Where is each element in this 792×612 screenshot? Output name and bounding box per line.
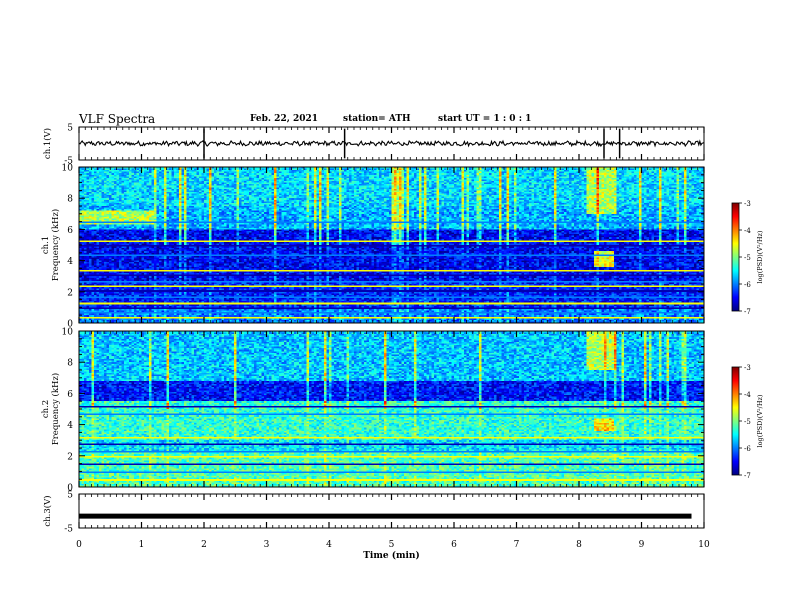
x-tick-label: 1: [139, 540, 145, 550]
ch1-waveform-line: [78, 139, 705, 148]
colorbar-ch2: [731, 366, 740, 476]
colorbar-tick-label: -4: [744, 391, 751, 399]
spectrogram-image-ch2: [79, 331, 704, 487]
colorbar-tick-label: -5: [744, 418, 751, 426]
y-axis-label: ch.2Frequency (kHz): [41, 373, 61, 445]
y-tick-label: 0: [67, 320, 73, 330]
y-tick-label: -5: [64, 157, 73, 167]
y-axis-label: ch.1Frequency (kHz): [41, 209, 61, 281]
y-tick-label: 10: [62, 328, 74, 338]
chart-title: VLF Spectra: [79, 112, 156, 126]
colorbar-tick-label: -4: [744, 227, 751, 235]
y-tick-label: 4: [67, 421, 73, 431]
y-tick-label: -5: [64, 525, 73, 535]
colorbar-label: log(PSD)(V²/Hz): [756, 230, 764, 283]
y-tick-label: 8: [67, 359, 73, 369]
recording-date: Feb. 22, 2021: [250, 114, 319, 124]
x-tick-label: 3: [264, 540, 270, 550]
x-tick-label: 6: [451, 540, 457, 550]
colorbar-tick-label: -7: [744, 308, 751, 316]
y-tick-label: 0: [67, 484, 73, 494]
colorbar-tick-label: -3: [744, 200, 751, 208]
x-tick-label: 2: [201, 540, 207, 550]
colorbar-label: log(PSD)(V²/Hz): [756, 394, 764, 447]
x-tick-label: 7: [514, 540, 520, 550]
colorbar-tick-label: -3: [744, 364, 751, 372]
x-tick-label: 10: [698, 540, 710, 550]
y-tick-label: 6: [67, 390, 73, 400]
y-axis-label: ch.3(V): [42, 495, 53, 526]
y-tick-label: 2: [67, 288, 73, 298]
x-tick-label: 8: [576, 540, 582, 550]
y-tick-label: 8: [67, 195, 73, 205]
colorbar-tick-label: -5: [744, 254, 751, 262]
y-tick-label: 5: [67, 491, 73, 501]
colorbar-layer: -3 -4 -5 -6 -7 log(PSD)(V²/Hz) -3 -4 -5 -6 -7 log(P…: [731, 200, 764, 480]
colorbar-tick-label: -7: [744, 472, 751, 480]
colorbar-ch1: [731, 202, 740, 312]
y-tick-label: 5: [67, 124, 73, 134]
y-axis-label: ch.1(V): [42, 128, 53, 159]
station-label: station= ATH: [343, 114, 411, 124]
y-tick-label: 2: [67, 452, 73, 462]
y-tick-label: 10: [62, 164, 74, 174]
x-tick-label: 9: [639, 540, 645, 550]
x-tick-label: 5: [389, 540, 395, 550]
x-axis-label: Time (min): [363, 550, 420, 561]
y-tick-label: 6: [67, 226, 73, 236]
start-time-label: start UT = 1 : 0 : 1: [438, 114, 532, 124]
colorbar-tick-label: -6: [744, 445, 751, 453]
x-tick-label: 4: [326, 540, 332, 550]
plot-layer: [78, 128, 705, 519]
colorbar-tick-label: -6: [744, 281, 751, 289]
y-tick-label: 4: [67, 257, 73, 267]
spectrogram-image-ch1: [79, 167, 704, 323]
x-tick-label: 0: [76, 540, 82, 550]
